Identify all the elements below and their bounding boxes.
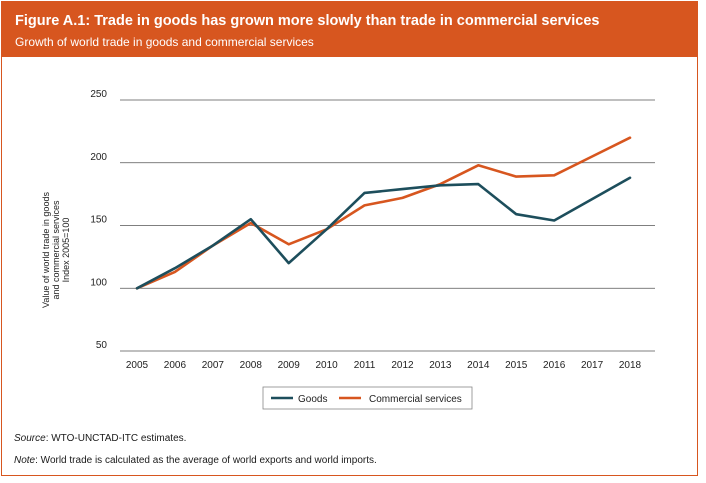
x-tick-label: 2013	[429, 360, 452, 371]
x-tick-label: 2009	[278, 360, 301, 371]
note-text: : World trade is calculated as the avera…	[35, 455, 377, 466]
series-line-commercial-services	[135, 136, 632, 290]
x-tick-label: 2015	[505, 360, 528, 371]
y-tick-label: 100	[90, 277, 107, 288]
y-axis-label-line: and commercial services	[51, 200, 61, 300]
legend: Goods Commercial services	[262, 386, 473, 410]
y-tick-label: 250	[90, 89, 107, 100]
x-tick-label: 2016	[543, 360, 566, 371]
legend-box	[262, 386, 473, 410]
note-label: Note	[14, 455, 36, 466]
y-tick-label: 50	[96, 340, 108, 351]
legend-label-commercial-services: Commercial services	[369, 394, 462, 405]
footnote: Note: World trade is calculated as the a…	[14, 455, 377, 466]
x-tick-label: 2005	[126, 360, 149, 371]
y-axis-label: Value of world trade in goods and commerc…	[41, 192, 71, 308]
legend-label-goods: Goods	[298, 394, 327, 405]
x-tick-label: 2007	[202, 360, 225, 371]
x-tick-label: 2017	[581, 360, 604, 371]
source-text: : WTO-UNCTAD-ITC estimates.	[45, 433, 187, 444]
figure-header: Figure A.1: Trade in goods has grown mor…	[2, 2, 697, 57]
y-axis-label-line: Value of world trade in goods	[41, 192, 51, 308]
y-axis-label-line: Index 2005=100	[61, 218, 71, 283]
series-line-goods	[135, 176, 632, 290]
figure-subtitle: Growth of world trade in goods and comme…	[15, 35, 314, 49]
x-tick-label: 2011	[354, 360, 376, 371]
figure-title: Figure A.1: Trade in goods has grown mor…	[15, 13, 600, 29]
source-note: Source: WTO-UNCTAD-ITC estimates.	[14, 433, 186, 444]
x-tick-label: 2008	[240, 360, 263, 371]
y-tick-label: 200	[90, 152, 107, 163]
x-tick-label: 2018	[619, 360, 642, 371]
x-tick-label: 2012	[391, 360, 414, 371]
x-tick-label: 2006	[164, 360, 187, 371]
y-tick-label: 150	[90, 215, 107, 226]
x-tick-label: 2010	[315, 360, 338, 371]
x-tick-label: 2014	[467, 360, 490, 371]
source-label: Source	[14, 433, 46, 444]
